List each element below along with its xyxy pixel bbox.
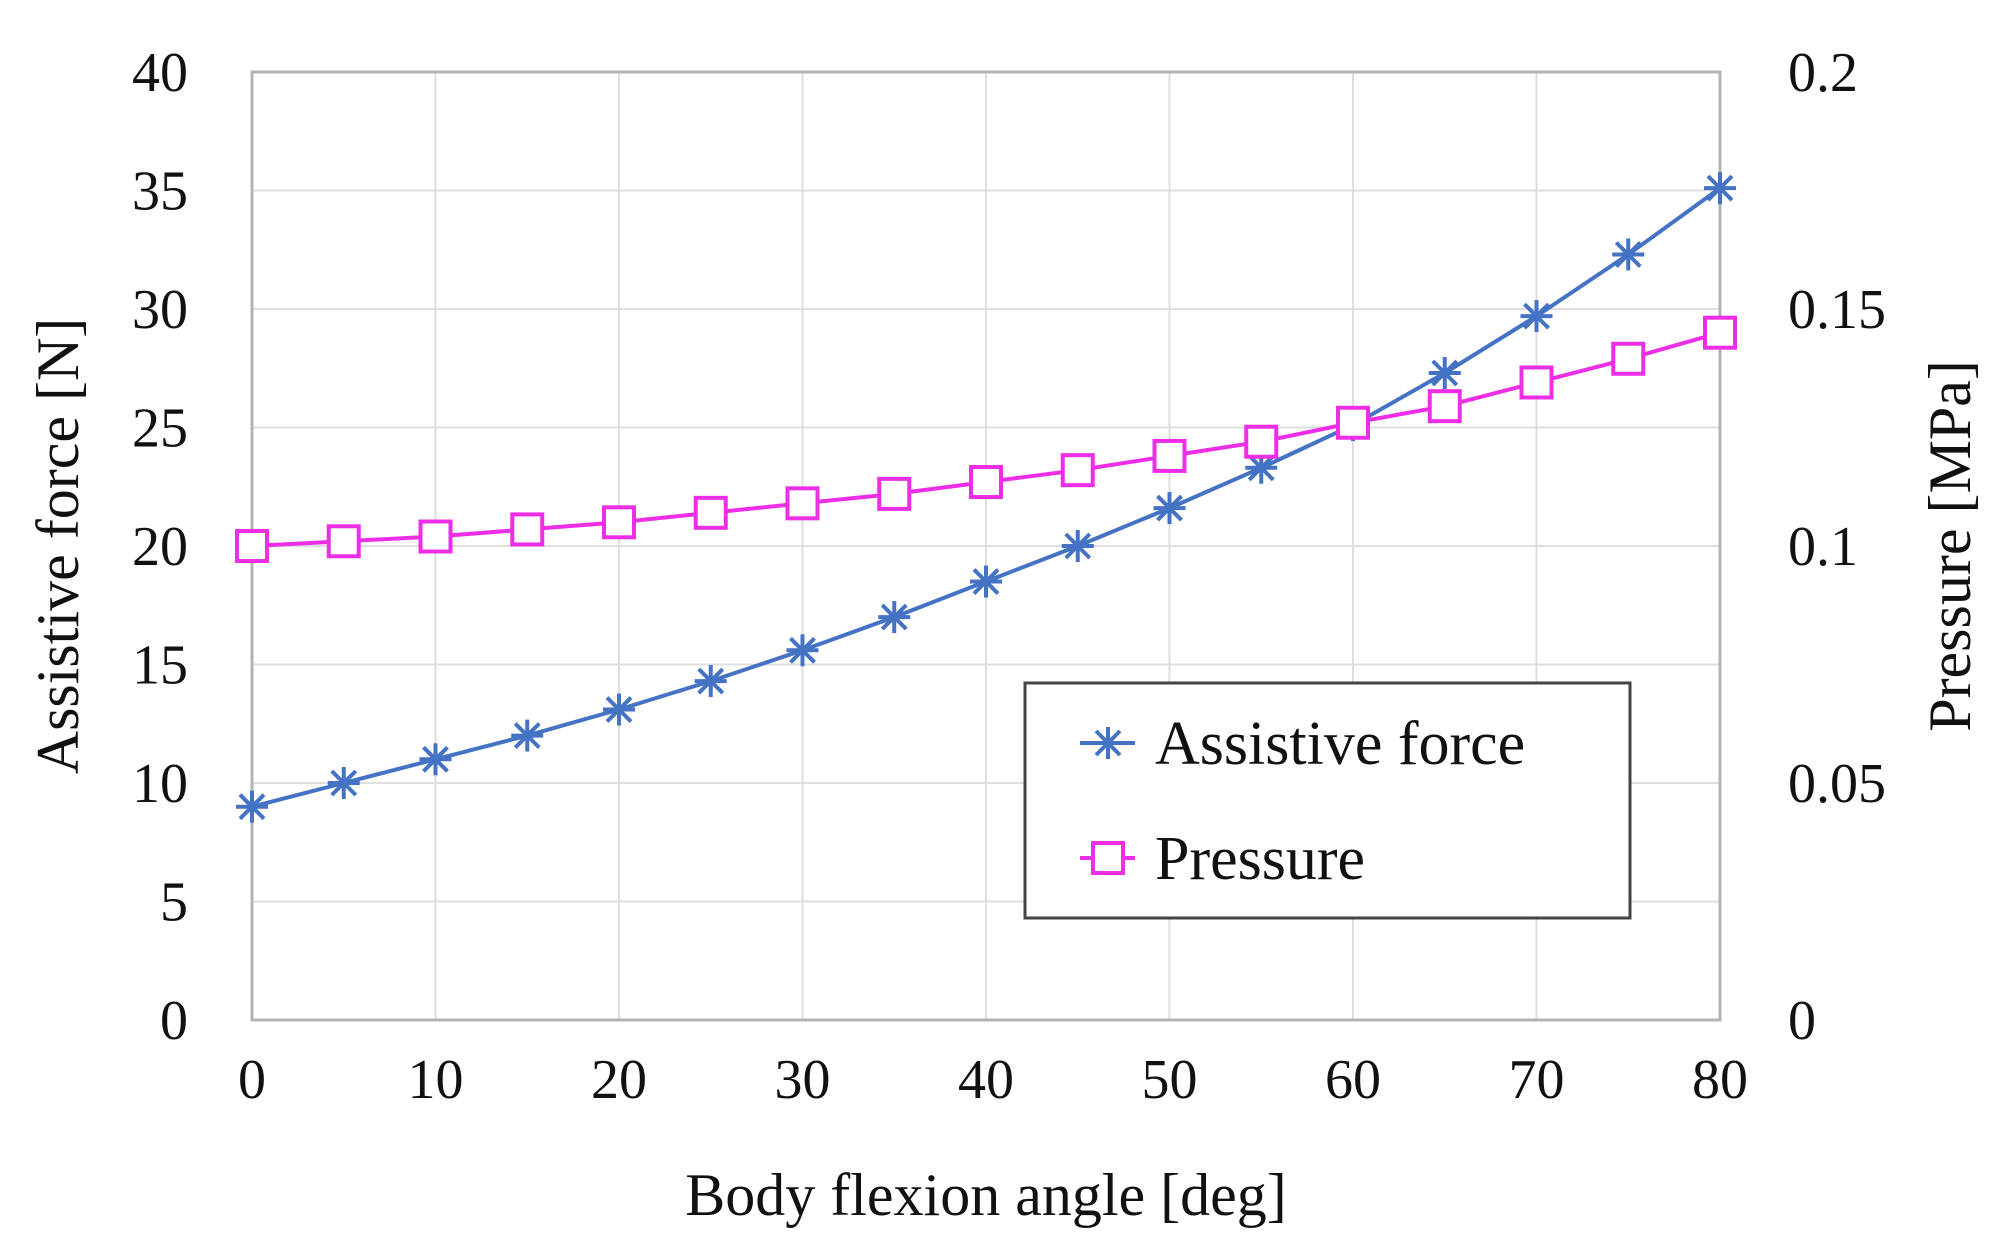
data-point-pressure	[693, 495, 728, 530]
y-tick-label: 10	[132, 753, 188, 815]
asterisk-stroke	[513, 722, 541, 750]
asterisk-stroke	[1247, 454, 1275, 482]
data-point-assistive-force	[786, 634, 819, 667]
y-tick-label: 5	[160, 872, 188, 934]
x-tick-label: 80	[1692, 1049, 1748, 1111]
asterisk-stroke	[1431, 359, 1459, 387]
x-tick-label: 70	[1509, 1049, 1565, 1111]
data-point-assistive-force	[1428, 356, 1461, 389]
data-point-pressure	[1244, 424, 1279, 459]
asterisk-stroke	[789, 636, 816, 664]
asterisk-stroke	[880, 603, 908, 631]
asterisk-stroke	[972, 568, 1000, 595]
data-point-assistive-force	[603, 693, 635, 726]
legend-entry-assistive-force: Assistive force	[1080, 710, 1525, 778]
series	[235, 172, 1737, 823]
data-point-pressure	[1336, 405, 1370, 440]
data-point-pressure	[877, 476, 912, 511]
legend-entry-pressure: Pressure	[1080, 825, 1365, 893]
y-tick-label: 20	[132, 516, 188, 578]
asterisk-stroke	[330, 769, 358, 797]
data-point-pressure	[1611, 341, 1646, 376]
data-point-pressure	[1060, 453, 1095, 488]
y-tick-label: 30	[132, 279, 188, 341]
asterisk-stroke	[697, 667, 725, 695]
legend-asterisk-marker	[1092, 727, 1124, 759]
data-point-pressure	[418, 519, 453, 554]
legend: Assistive force Pressure	[1023, 681, 1632, 920]
data-point-pressure	[1152, 438, 1187, 473]
data-point-assistive-force	[970, 565, 1002, 598]
data-point-pressure	[1703, 315, 1737, 350]
data-point-pressure	[602, 505, 636, 540]
y-tick-label: 25	[132, 398, 188, 460]
x-tick-label: 60	[1325, 1049, 1381, 1111]
data-point-assistive-force	[419, 743, 452, 776]
data-point-pressure	[235, 529, 269, 563]
asterisk-stroke	[1094, 729, 1122, 757]
legend-square-marker	[1091, 841, 1125, 875]
legend-marker-assistive-force	[1092, 727, 1124, 759]
x-tick-label: 30	[775, 1049, 831, 1111]
legend-label-pressure: Pressure	[1155, 825, 1365, 893]
tick-labels: 0 10 20 30 40 50 60 70 80 0 5 10 15 20 25 30 35 40 0 0.05 0.…	[132, 42, 1886, 1111]
y2-tick-label: 0.15	[1788, 279, 1886, 341]
x-tick-label: 20	[591, 1049, 647, 1111]
data-point-assistive-force	[327, 767, 360, 799]
x-tick-label: 10	[408, 1049, 464, 1111]
asterisk-stroke	[1523, 302, 1550, 330]
data-point-assistive-force	[694, 665, 727, 698]
y-axis-title: Assistive force [N]	[25, 318, 91, 775]
data-point-assistive-force	[1153, 492, 1186, 525]
data-point-pressure	[969, 465, 1003, 500]
asterisk-stroke	[1156, 494, 1183, 522]
data-point-assistive-force	[1520, 300, 1553, 333]
data-point-assistive-force	[511, 719, 544, 752]
x-tick-label: 50	[1142, 1049, 1198, 1111]
data-point-pressure	[785, 486, 820, 521]
y-tick-label: 40	[132, 42, 188, 104]
y-tick-label: 35	[132, 161, 188, 223]
data-point-pressure	[1519, 365, 1554, 400]
x-tick-label: 0	[238, 1049, 266, 1111]
x-axis-title: Body flexion angle [deg]	[685, 1162, 1287, 1228]
y2-tick-label: 0.05	[1788, 753, 1886, 815]
data-point-assistive-force	[1061, 530, 1094, 562]
data-point-assistive-force	[1704, 172, 1736, 205]
legend-marker-pressure	[1091, 841, 1125, 875]
asterisk-stroke	[1706, 174, 1734, 202]
y2-axis-title: Pressure [MPa]	[1917, 360, 1983, 732]
asterisk-stroke	[238, 793, 266, 821]
legend-label-assistive-force: Assistive force	[1155, 710, 1525, 778]
y-tick-label: 0	[160, 990, 188, 1052]
data-point-pressure	[510, 512, 545, 547]
data-point-pressure	[1427, 389, 1462, 424]
asterisk-stroke	[1064, 532, 1092, 560]
y2-tick-label: 0.2	[1788, 42, 1858, 104]
data-point-assistive-force	[236, 790, 268, 823]
y2-tick-label: 0	[1788, 990, 1816, 1052]
y2-tick-label: 0.1	[1788, 516, 1858, 578]
data-point-assistive-force	[878, 601, 911, 634]
data-point-pressure	[326, 524, 361, 559]
data-point-assistive-force	[1612, 238, 1645, 271]
y-tick-label: 15	[132, 635, 188, 697]
x-tick-label: 40	[958, 1049, 1014, 1111]
asterisk-stroke	[422, 745, 449, 773]
asterisk-stroke	[605, 696, 633, 723]
legend-box	[1023, 681, 1632, 920]
asterisk-stroke	[1614, 241, 1642, 268]
